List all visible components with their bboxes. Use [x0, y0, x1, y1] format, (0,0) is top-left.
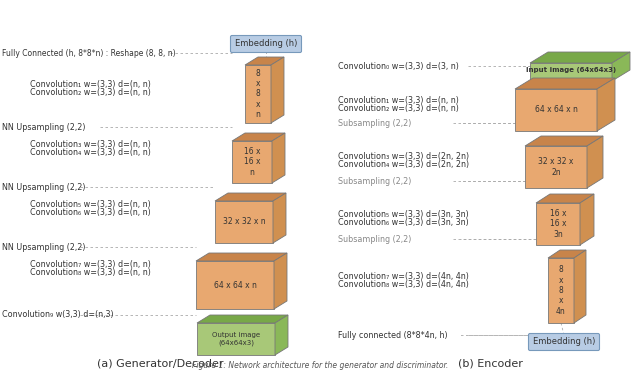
- Polygon shape: [272, 133, 285, 183]
- Text: Convolution₂ w=(3,3) d=(n, n): Convolution₂ w=(3,3) d=(n, n): [30, 89, 151, 98]
- FancyBboxPatch shape: [230, 36, 301, 53]
- Polygon shape: [515, 89, 597, 131]
- Polygon shape: [215, 193, 286, 201]
- Text: Fully connected (8*8*4n, h): Fully connected (8*8*4n, h): [338, 331, 447, 339]
- Polygon shape: [525, 136, 603, 146]
- Polygon shape: [232, 133, 285, 141]
- Text: 8
x
8
x
4n: 8 x 8 x 4n: [556, 265, 566, 316]
- Polygon shape: [612, 52, 630, 81]
- Polygon shape: [515, 78, 615, 89]
- Text: Convolution₆ w=(3,3) d=(n, n): Convolution₆ w=(3,3) d=(n, n): [30, 209, 151, 217]
- Text: 64 x 64 x n: 64 x 64 x n: [214, 280, 257, 289]
- Polygon shape: [530, 63, 612, 81]
- Polygon shape: [215, 201, 273, 243]
- Polygon shape: [597, 78, 615, 131]
- Polygon shape: [530, 52, 630, 63]
- Text: Output image
(64x64x3): Output image (64x64x3): [212, 332, 260, 346]
- Text: 64 x 64 x n: 64 x 64 x n: [534, 105, 577, 115]
- Text: Convolution₇ w=(3,3) d=(n, n): Convolution₇ w=(3,3) d=(n, n): [30, 260, 151, 269]
- Text: Subsampling (2,2): Subsampling (2,2): [338, 118, 412, 128]
- Text: Figure 1: Network architecture for the generator and discriminator.: Figure 1: Network architecture for the g…: [192, 361, 448, 370]
- Text: Convolution₃ w=(3,3) d=(2n, 2n): Convolution₃ w=(3,3) d=(2n, 2n): [338, 152, 469, 161]
- Polygon shape: [525, 146, 587, 188]
- Text: Convolution₆ w=(3,3) d=(3n, 3n): Convolution₆ w=(3,3) d=(3n, 3n): [338, 219, 468, 227]
- Polygon shape: [196, 261, 274, 309]
- Text: 16 x
16 x
n: 16 x 16 x n: [244, 147, 260, 177]
- Text: Convolution₇ w=(3,3) d=(4n, 4n): Convolution₇ w=(3,3) d=(4n, 4n): [338, 273, 469, 282]
- Polygon shape: [275, 315, 288, 355]
- Text: Subsampling (2,2): Subsampling (2,2): [338, 234, 412, 243]
- Polygon shape: [245, 65, 271, 123]
- Text: 8
x
8
x
n: 8 x 8 x n: [255, 69, 260, 119]
- Text: NN Upsampling (2,2): NN Upsampling (2,2): [2, 183, 86, 191]
- Text: Embedding (h): Embedding (h): [235, 39, 297, 49]
- Text: NN Upsampling (2,2): NN Upsampling (2,2): [2, 243, 86, 252]
- Text: Convolution₄ w=(3,3) d=(n, n): Convolution₄ w=(3,3) d=(n, n): [30, 148, 151, 158]
- Polygon shape: [548, 258, 574, 323]
- Polygon shape: [536, 203, 580, 245]
- Text: Convolution₁ w=(3,3) d=(n, n): Convolution₁ w=(3,3) d=(n, n): [30, 81, 151, 89]
- Text: Convolution₅ w=(3,3) d=(3n, 3n): Convolution₅ w=(3,3) d=(3n, 3n): [338, 210, 468, 220]
- Text: 32 x 32 x
2n: 32 x 32 x 2n: [538, 157, 573, 177]
- Text: Subsampling (2,2): Subsampling (2,2): [338, 177, 412, 186]
- Polygon shape: [274, 253, 287, 309]
- Polygon shape: [196, 253, 287, 261]
- Text: NN Upsampling (2,2): NN Upsampling (2,2): [2, 122, 86, 131]
- Polygon shape: [587, 136, 603, 188]
- Polygon shape: [574, 250, 586, 323]
- Text: Input image (64x64x3): Input image (64x64x3): [526, 67, 616, 73]
- Text: Embedding (h): Embedding (h): [533, 338, 595, 347]
- Polygon shape: [232, 141, 272, 183]
- Polygon shape: [536, 194, 594, 203]
- Polygon shape: [197, 323, 275, 355]
- Text: (a) Generator/Decoder: (a) Generator/Decoder: [97, 358, 223, 368]
- Text: Convolution₈ w=(3,3) d=(n, n): Convolution₈ w=(3,3) d=(n, n): [30, 269, 151, 278]
- Text: Convolution₅ w=(3,3) d=(n, n): Convolution₅ w=(3,3) d=(n, n): [30, 200, 151, 210]
- Text: Convolution₄ w=(3,3) d=(2n, 2n): Convolution₄ w=(3,3) d=(2n, 2n): [338, 161, 469, 170]
- Polygon shape: [548, 250, 586, 258]
- Polygon shape: [271, 57, 284, 123]
- Polygon shape: [580, 194, 594, 245]
- Text: (b) Encoder: (b) Encoder: [458, 358, 522, 368]
- Text: Convolution₈ w=(3,3) d=(4n, 4n): Convolution₈ w=(3,3) d=(4n, 4n): [338, 280, 469, 289]
- Text: Convolution₁ w=(3,3) d=(n, n): Convolution₁ w=(3,3) d=(n, n): [338, 96, 459, 105]
- Text: Convolution₀ w=(3,3) d=(3, n): Convolution₀ w=(3,3) d=(3, n): [338, 62, 459, 70]
- Polygon shape: [273, 193, 286, 243]
- Polygon shape: [245, 57, 284, 65]
- Text: 32 x 32 x n: 32 x 32 x n: [223, 217, 266, 227]
- FancyBboxPatch shape: [529, 334, 600, 351]
- Text: Convolution₉ w(3,3) d=(n,3): Convolution₉ w(3,3) d=(n,3): [2, 311, 114, 319]
- Text: 16 x
16 x
3n: 16 x 16 x 3n: [550, 209, 566, 239]
- Text: Convolution₂ w=(3,3) d=(n, n): Convolution₂ w=(3,3) d=(n, n): [338, 105, 459, 114]
- Text: Convolution₃ w=(3,3) d=(n, n): Convolution₃ w=(3,3) d=(n, n): [30, 141, 151, 150]
- Text: Fully Connected (h, 8*8*n) : Reshape (8, 8, n): Fully Connected (h, 8*8*n) : Reshape (8,…: [2, 49, 175, 58]
- Polygon shape: [197, 315, 288, 323]
